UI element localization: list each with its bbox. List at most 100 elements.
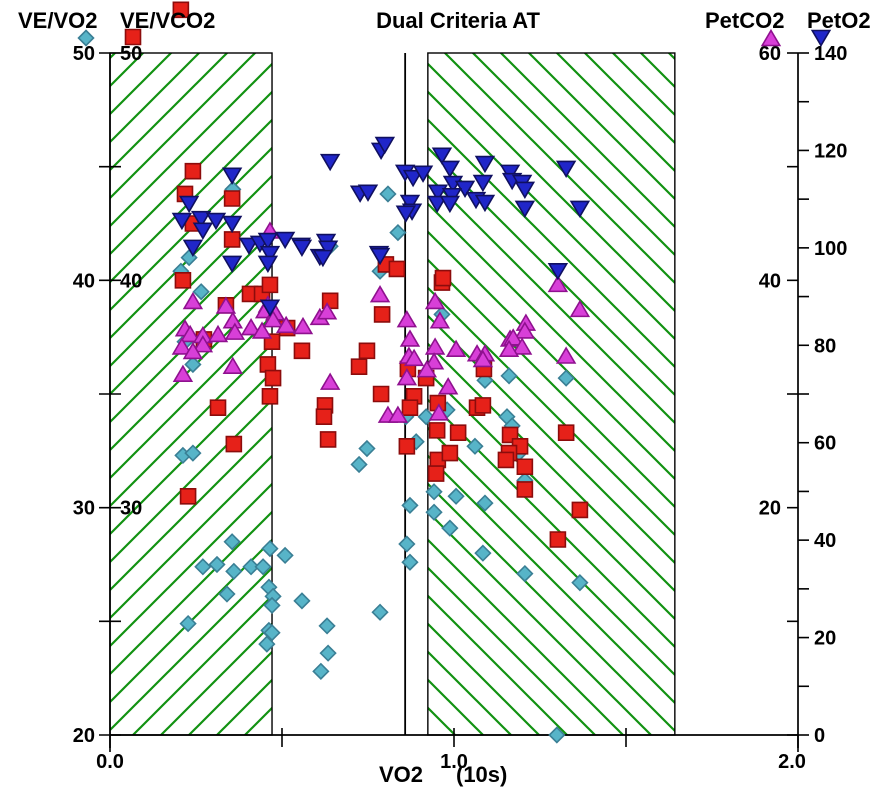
x-tick-label: 2.0 [778, 751, 806, 773]
ve-vco2-point [428, 422, 446, 439]
petco2-point [224, 322, 246, 340]
ve-vo2-point [571, 574, 589, 592]
peto2-point [182, 239, 204, 257]
peto2-tick-label: 100 [814, 238, 847, 260]
peto2-point [402, 169, 424, 188]
petco2-point [240, 317, 262, 336]
ve-vco2-point [557, 424, 575, 441]
peto2-point [221, 255, 243, 274]
peto2-point [426, 195, 448, 214]
peto2-tick-label: 120 [814, 140, 847, 162]
petco2-point [416, 360, 438, 378]
petco2-point [424, 291, 446, 310]
petco2-point [275, 315, 297, 334]
peto2-point [357, 184, 379, 202]
axis-title-ve-vco2: VE/VCO2 [120, 8, 216, 33]
peto2-tick-label: 140 [814, 43, 847, 65]
petco2-point [222, 356, 244, 375]
ve-vo2-tick-label: 40 [73, 270, 95, 292]
peto2-point [474, 194, 496, 213]
axis-title-petco2: PetCO2 [705, 8, 785, 33]
ve-vo2-point [318, 617, 336, 635]
page-title: Dual Criteria AT [376, 8, 540, 33]
ve-vco2-point [401, 399, 419, 416]
ve-vo2-point [389, 223, 407, 242]
ve-vo2-point [358, 439, 376, 458]
peto2-tick-label: 60 [814, 433, 836, 455]
ve-vo2-point [312, 662, 330, 680]
peto2-point [547, 262, 569, 281]
ve-vco2-point [223, 231, 241, 248]
ve-vco2-point [293, 342, 311, 360]
ve-vco2-point [429, 394, 447, 412]
ve-vo2-point [474, 544, 492, 562]
ve-vco2-point [172, 1, 190, 19]
petco2-point [182, 291, 204, 310]
x-axis-title: VO2 [379, 762, 424, 787]
peto2-legend-marker [810, 29, 832, 48]
ve-vo2-point [293, 592, 311, 610]
peto2-point [439, 160, 461, 179]
peto2-point [319, 153, 341, 172]
post-at-region [427, 52, 676, 736]
peto2-point [257, 232, 279, 251]
ve-vo2-point [500, 367, 518, 385]
ve-vco2-point [449, 424, 467, 441]
petco2-point [445, 339, 467, 357]
peto2-point [431, 147, 453, 165]
ve-vo2-point [398, 535, 416, 553]
ve-vo2-tick-label: 50 [73, 43, 95, 65]
ve-vo2-point [516, 564, 534, 583]
peto2-point [514, 181, 536, 199]
peto2-point [238, 237, 260, 256]
ve-vo2-point [557, 369, 575, 387]
ve-vco2-point [264, 369, 282, 387]
ve-vco2-point [372, 385, 390, 403]
peto2-point [221, 215, 243, 234]
ve-vo2-tick-label: 20 [73, 725, 95, 747]
petco2-point [179, 324, 201, 343]
ve-vo2-point [319, 644, 337, 662]
peto2-point [171, 212, 193, 231]
petco2-point [292, 316, 314, 335]
ve-vo2-point [276, 546, 294, 565]
peto2-point [259, 245, 281, 264]
ve-vo2-legend-marker [77, 29, 95, 47]
ve-vco2-point [441, 444, 459, 462]
petco2-point [251, 321, 273, 339]
petco2-point [262, 310, 284, 328]
ve-vco2-tick-label: 30 [120, 498, 142, 520]
ve-vco2-point [259, 356, 277, 373]
peto2-point [374, 136, 396, 155]
peto2-point [427, 184, 449, 202]
axis-title-ve-vo2: VE/VO2 [18, 8, 98, 33]
ve-vo2-point [263, 596, 281, 615]
ve-vco2-point [497, 451, 515, 469]
ve-vco2-tick-label: 40 [120, 270, 142, 292]
petco2-point [182, 341, 204, 360]
ve-vco2-point [261, 276, 279, 294]
ve-vco2-point [350, 358, 368, 376]
ve-vo2-point [258, 635, 276, 653]
peto2-point [178, 195, 200, 214]
ve-vco2-point [571, 501, 589, 519]
ve-vco2-point [373, 306, 391, 323]
petco2-tick-label: 60 [759, 43, 781, 65]
ve-vo2-point [401, 553, 419, 571]
x-axis-units: (10s) [456, 762, 508, 787]
ve-vco2-point [225, 435, 243, 453]
x-tick-label: 1.0 [440, 751, 468, 773]
peto2-point [474, 155, 496, 174]
peto2-point [395, 205, 417, 223]
ve-vo2-point [425, 483, 443, 501]
petco2-point [316, 302, 338, 320]
petco2-point [369, 285, 391, 303]
peto2-point [412, 165, 434, 183]
petco2-tick-label: 20 [759, 498, 781, 520]
petco2-point [396, 368, 418, 386]
ve-vo2-point [179, 614, 197, 633]
peto2-point [399, 194, 421, 213]
peto2-point [369, 247, 391, 266]
pre-at-region [109, 52, 273, 736]
